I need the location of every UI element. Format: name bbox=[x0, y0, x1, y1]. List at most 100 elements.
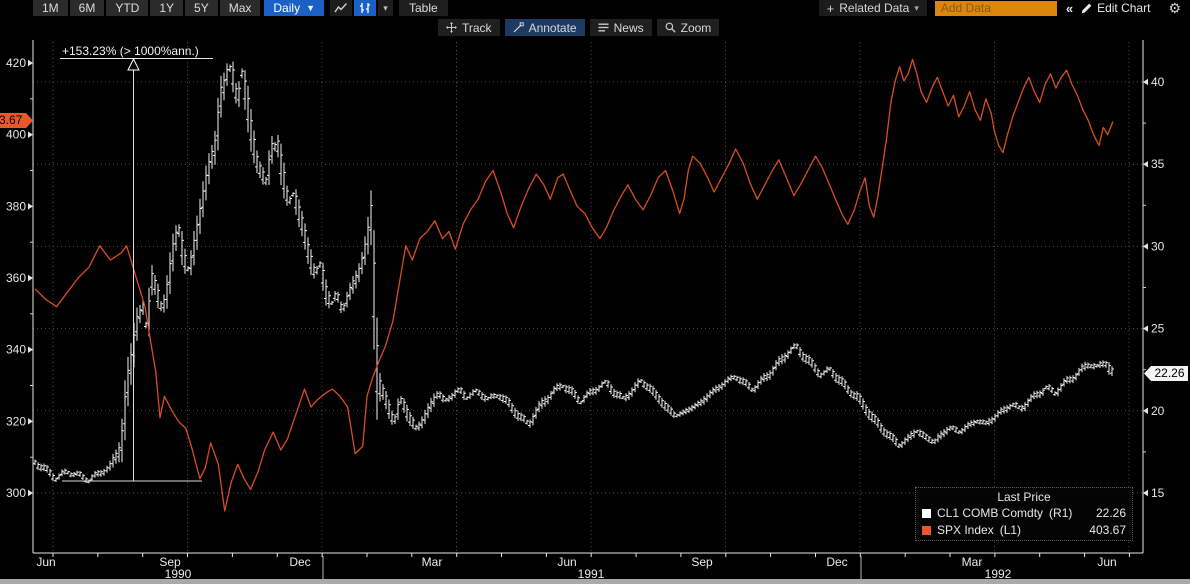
annotate-button[interactable]: Annotate bbox=[504, 19, 585, 36]
line-chart-type-button[interactable] bbox=[329, 0, 352, 16]
left-axis-tick-arrow bbox=[28, 418, 33, 425]
pencil-icon bbox=[1081, 3, 1092, 13]
left-axis-tick-arrow bbox=[28, 131, 33, 138]
range-button-5y[interactable]: 5Y bbox=[185, 0, 218, 16]
right-axis-tick-label: 30 bbox=[1151, 239, 1165, 253]
left-axis-tick-label: 300 bbox=[6, 486, 26, 500]
spx-last-price-badge: 403.67 bbox=[0, 113, 33, 128]
window-edge-strip bbox=[0, 579, 1190, 584]
range-button-ytd[interactable]: YTD bbox=[106, 0, 149, 16]
x-axis-month-label: Dec bbox=[826, 555, 847, 569]
annotate-icon bbox=[513, 22, 524, 33]
track-button[interactable]: Track bbox=[438, 19, 500, 36]
add-data-input[interactable] bbox=[934, 0, 1057, 16]
x-axis-month-label: Jun bbox=[36, 555, 55, 569]
left-axis-tick-label: 360 bbox=[6, 271, 26, 285]
x-axis-month-label: Sep bbox=[159, 555, 181, 569]
legend-swatch bbox=[922, 526, 931, 535]
line-chart-icon bbox=[334, 3, 348, 13]
ohlc-chart-type-button[interactable] bbox=[353, 0, 376, 16]
right-axis-tick-arrow bbox=[1143, 161, 1148, 168]
right-axis-tick-label: 35 bbox=[1151, 157, 1165, 171]
toolbar-right-cluster: + Related Data ▾ « Edit Chart ⚙ bbox=[818, 0, 1190, 16]
right-axis-tick-label: 20 bbox=[1151, 404, 1165, 418]
track-crosshair-icon bbox=[446, 22, 457, 33]
news-label: News bbox=[613, 20, 644, 35]
left-axis-tick-arrow bbox=[28, 274, 33, 282]
legend-title: Last Price bbox=[997, 490, 1051, 504]
left-axis-tick-label: 320 bbox=[6, 414, 26, 428]
range-button-group: 1M 6M YTD 1Y 5Y Max bbox=[33, 0, 261, 16]
track-label: Track bbox=[462, 20, 492, 35]
legend-item[interactable]: CL1 COMB Comdty (R1) 22.26 bbox=[922, 505, 1126, 522]
range-button-max[interactable]: Max bbox=[219, 0, 261, 16]
news-button[interactable]: News bbox=[589, 19, 652, 36]
period-dropdown[interactable]: Daily ▼ bbox=[264, 0, 324, 16]
right-axis-tick-arrow bbox=[1143, 78, 1148, 86]
magnifier-icon bbox=[665, 22, 676, 33]
left-axis-tick-label: 420 bbox=[6, 56, 26, 70]
right-axis-tick-label: 15 bbox=[1151, 486, 1165, 500]
chevron-down-icon: ▼ bbox=[306, 3, 315, 13]
legend-series-scale: (L1) bbox=[999, 523, 1022, 537]
edit-chart-button[interactable]: Edit Chart bbox=[1081, 1, 1150, 15]
left-axis-tick-label: 400 bbox=[6, 128, 26, 142]
left-axis-tick-label: 380 bbox=[6, 199, 26, 213]
chart-type-more-button[interactable]: ▾ bbox=[377, 0, 393, 16]
right-axis-tick-arrow bbox=[1143, 325, 1148, 332]
x-axis-month-label: Jun bbox=[557, 555, 576, 569]
left-axis-tick-arrow bbox=[28, 346, 33, 353]
right-axis-tick-arrow bbox=[1143, 407, 1148, 414]
table-button[interactable]: Table bbox=[398, 0, 448, 16]
legend-series-name: CL1 COMB Comdty bbox=[937, 506, 1044, 520]
period-label: Daily bbox=[273, 1, 301, 15]
zoom-button[interactable]: Zoom bbox=[656, 19, 720, 36]
range-button-1y[interactable]: 1Y bbox=[150, 0, 184, 16]
legend-series-value: 403.67 bbox=[1089, 523, 1126, 537]
main-toolbar: 1M 6M YTD 1Y 5Y Max Daily ▼ ▾ Table bbox=[0, 0, 1190, 17]
edit-chart-label: Edit Chart bbox=[1097, 1, 1151, 15]
legend-series-name: SPX Index bbox=[937, 523, 994, 537]
annotation-triangle-marker bbox=[127, 57, 140, 71]
series-cl1-bars bbox=[34, 61, 1113, 484]
left-axis-tick-arrow bbox=[28, 203, 33, 210]
legend-swatch bbox=[922, 509, 931, 518]
x-axis-month-label: Jun bbox=[1097, 555, 1116, 569]
gear-icon[interactable]: ⚙ bbox=[1168, 0, 1181, 16]
x-axis-month-label: Mar bbox=[422, 555, 443, 569]
plus-icon: + bbox=[826, 0, 835, 16]
legend-panel: Last Price CL1 COMB Comdty (R1) 22.26 SPX I… bbox=[915, 487, 1133, 541]
range-button-1m[interactable]: 1M bbox=[33, 0, 68, 16]
right-axis-tick-label: 40 bbox=[1151, 75, 1165, 89]
related-data-label: Related Data bbox=[839, 1, 910, 15]
zoom-label: Zoom bbox=[680, 20, 712, 35]
annotation-label: +153.23% (> 1000%ann.) bbox=[62, 44, 199, 58]
left-axis-tick-label: 340 bbox=[6, 343, 26, 357]
x-axis-year-label: 1992 bbox=[985, 567, 1012, 581]
left-axis-tick-arrow bbox=[28, 489, 33, 497]
news-lines-icon bbox=[598, 23, 609, 32]
related-data-button[interactable]: + Related Data ▾ bbox=[818, 0, 927, 16]
left-axis-tick-arrow bbox=[28, 59, 33, 67]
collapse-panel-button[interactable]: « bbox=[1065, 0, 1074, 16]
x-axis-year-label: 1991 bbox=[578, 567, 605, 581]
chevron-down-icon: ▾ bbox=[383, 3, 388, 13]
annotate-label: Annotate bbox=[528, 20, 577, 35]
range-button-6m[interactable]: 6M bbox=[69, 0, 105, 16]
x-axis-month-label: Dec bbox=[289, 555, 310, 569]
chart-tools-bar: Track Annotate News bbox=[0, 17, 1190, 38]
x-axis-month-label: Sep bbox=[691, 555, 713, 569]
right-axis-tick-arrow bbox=[1143, 243, 1148, 250]
right-axis-tick-label: 25 bbox=[1151, 322, 1165, 336]
chevron-down-icon: ▾ bbox=[914, 2, 919, 13]
series-spx-line bbox=[34, 58, 1114, 512]
candlestick-icon bbox=[359, 3, 370, 13]
right-axis-tick-arrow bbox=[1143, 489, 1148, 497]
series-cl1-open-close-ticks bbox=[33, 66, 1114, 483]
legend-series-value: 22.26 bbox=[1095, 506, 1126, 520]
x-axis-year-label: 1990 bbox=[165, 567, 192, 581]
cl1-last-price-badge: 22.26 bbox=[1144, 366, 1188, 381]
legend-item[interactable]: SPX Index (L1) 403.67 bbox=[922, 522, 1126, 539]
x-axis-month-label: Mar bbox=[962, 555, 983, 569]
